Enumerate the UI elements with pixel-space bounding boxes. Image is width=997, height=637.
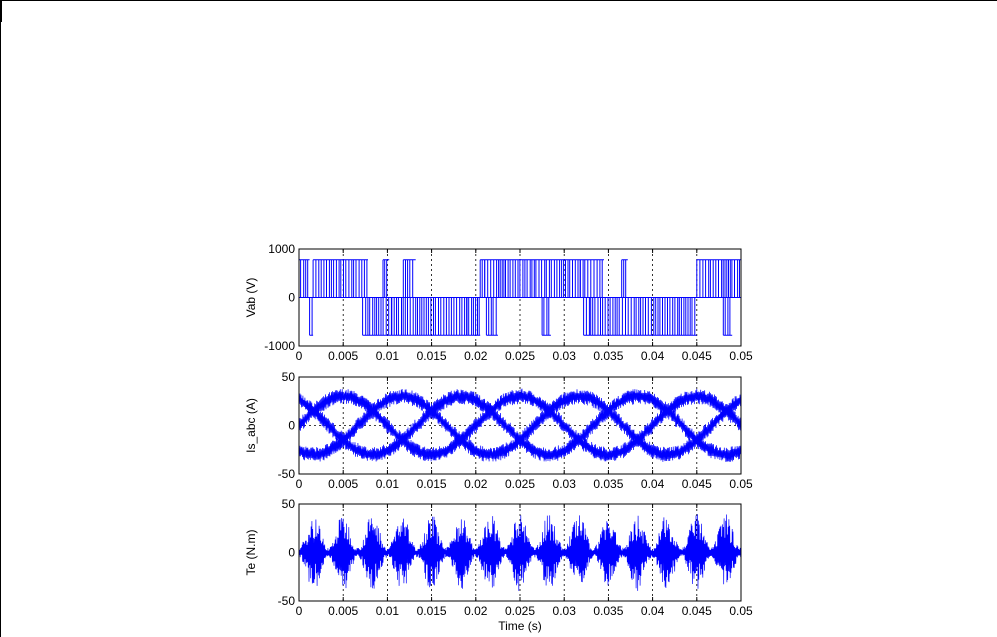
x-tick-label: 0.005 [328,477,358,491]
x-tick-label: 0.015 [417,477,447,491]
te-trace [299,514,741,591]
y-tick-label: 0 [288,546,295,560]
y-axis-label: Vab (V) [244,278,258,318]
x-tick-label: 0 [296,349,303,363]
x-tick-label: 0.04 [641,477,665,491]
x-tick-label: 0.045 [682,349,712,363]
x-tick-label: 0.03 [553,349,577,363]
series-trace [299,514,741,591]
x-tick-label: 0.02 [464,477,488,491]
window-corner-mark [0,0,5,22]
x-tick-label: 0.025 [505,349,535,363]
y-tick-label: 1000 [268,242,295,256]
series-trace [299,259,741,336]
y-tick-label: 0 [288,419,295,433]
x-tick-label: 0.03 [553,604,577,618]
is-phase-3-trace [299,389,741,462]
x-tick-label: 0.035 [593,477,623,491]
x-tick-label: 0.03 [553,477,577,491]
series-trace [299,388,741,462]
y-tick-label: -50 [278,594,296,608]
y-axis-label: Is_abc (A) [244,398,258,453]
x-tick-label: 0.045 [682,604,712,618]
x-tick-label: 0.025 [505,604,535,618]
x-tick-label: 0.04 [641,349,665,363]
x-axis-label: Time (s) [498,619,542,633]
x-tick-label: 0.04 [641,604,665,618]
x-tick-label: 0.035 [593,604,623,618]
y-tick-label: 50 [282,497,296,511]
vab-trace [299,259,741,336]
x-tick-label: 0.005 [328,604,358,618]
x-tick-label: 0.045 [682,477,712,491]
y-tick-label: 0 [288,291,295,305]
subplot-3: 0 0.005 0.01 0.015 0.02 0.025 0.03 0.035 0.04 0.0… [244,497,753,633]
y-tick-label: 50 [282,370,296,384]
x-tick-label: 0.015 [417,349,447,363]
x-tick-label: 0.02 [464,604,488,618]
y-axis-label: Te (N.m) [244,530,258,576]
x-tick-label: 0.05 [729,477,753,491]
x-tick-label: 0.025 [505,477,535,491]
x-tick-label: 0 [296,477,303,491]
x-tick-label: 0.005 [328,349,358,363]
x-tick-label: 0.05 [729,604,753,618]
x-tick-label: 0.02 [464,349,488,363]
subplot-2: 0 0.005 0.01 0.015 0.02 0.025 0.03 0.035 0.04 0.0… [244,370,753,491]
x-tick-label: 0.015 [417,604,447,618]
axes-frame [298,248,742,347]
x-tick-label: 0 [296,604,303,618]
x-tick-label: 0.05 [729,349,753,363]
x-tick-label: 0.01 [376,349,400,363]
y-tick-label: -1000 [264,339,295,353]
y-tick-label: -50 [278,467,296,481]
x-tick-label: 0.01 [376,604,400,618]
axes-frame [298,376,742,475]
axes-frame [298,503,742,602]
x-tick-label: 0.01 [376,477,400,491]
subplot-1: 0 0.005 0.01 0.015 0.02 0.025 0.03 0.035 0.04 0.0… [244,242,753,363]
is-phase-2-trace [299,388,741,462]
x-tick-label: 0.035 [593,349,623,363]
